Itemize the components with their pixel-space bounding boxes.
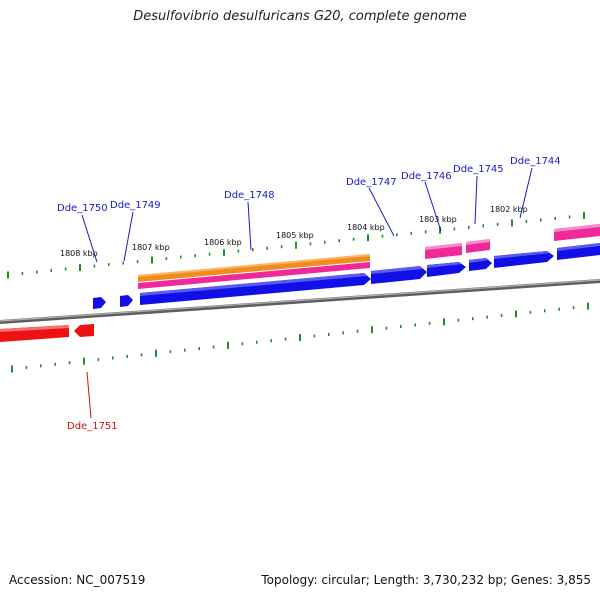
kbp-label-1806: 1806 kbp xyxy=(204,238,242,247)
gene-label-dde-1748[interactable]: Dde_1748 xyxy=(224,190,275,201)
leader-dde-1751 xyxy=(86,371,92,419)
genome-summary-text: Topology: circular; Length: 3,730,232 bp… xyxy=(261,573,591,587)
kbp-label-1805: 1805 kbp xyxy=(276,231,314,240)
gene-label-dde-1749[interactable]: Dde_1749 xyxy=(110,200,161,211)
kbp-label-1807: 1807 kbp xyxy=(132,243,170,252)
genome-backbone xyxy=(0,279,600,324)
leader-dde-1746 xyxy=(424,181,442,232)
lower-tick-track xyxy=(11,302,589,373)
accession-text: Accession: NC_007519 xyxy=(9,573,146,587)
kbp-label-1803: 1803 kbp xyxy=(419,215,457,224)
kbp-label-1804: 1804 kbp xyxy=(347,223,385,232)
leader-dde-1745 xyxy=(474,175,478,225)
map-title: Desulfovibrio desulfuricans G20, complet… xyxy=(133,9,467,24)
leader-dde-1750 xyxy=(81,214,98,263)
gene-label-dde-1746[interactable]: Dde_1746 xyxy=(401,171,452,182)
gene-arrow-dde-1749[interactable] xyxy=(120,295,133,307)
kbp-label-1802: 1802 kbp xyxy=(490,205,528,214)
gene-label-dde-1751[interactable]: Dde_1751 xyxy=(67,421,118,432)
gene-label-dde-1747[interactable]: Dde_1747 xyxy=(346,177,397,188)
gene-arrow-dde-1748[interactable] xyxy=(140,273,371,305)
leader-dde-1748 xyxy=(247,201,252,251)
upper-tick-track xyxy=(7,211,585,279)
gene-label-dde-1744[interactable]: Dde_1744 xyxy=(510,156,561,167)
gene-arrow-dde-1750[interactable] xyxy=(93,297,106,309)
leader-dde-1747 xyxy=(368,187,395,237)
gene-label-dde-1745[interactable]: Dde_1745 xyxy=(453,164,504,175)
kbp-label-1808: 1808 kbp xyxy=(60,249,98,258)
pink-feature-long xyxy=(138,262,370,289)
gene-arrow-dde-1751[interactable] xyxy=(74,324,94,337)
leader-dde-1749 xyxy=(123,211,134,262)
gene-label-dde-1750[interactable]: Dde_1750 xyxy=(57,203,108,214)
leader-dde-1744 xyxy=(519,167,533,219)
